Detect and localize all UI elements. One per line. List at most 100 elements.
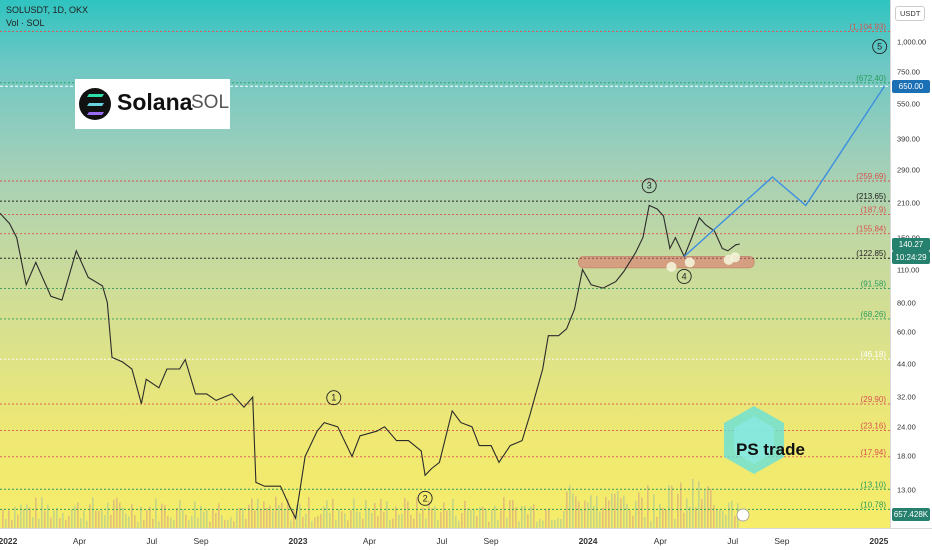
volume-bar <box>179 500 181 528</box>
volume-bar <box>623 495 625 528</box>
volume-bar <box>203 511 205 528</box>
level-label: (17.94) <box>861 448 887 457</box>
volume-bar <box>515 507 517 528</box>
volume-bar <box>95 510 97 528</box>
symbol-title: SOLUSDT, 1D, OKX <box>6 5 89 15</box>
volume-bar <box>695 507 697 528</box>
volume-bar <box>284 508 286 528</box>
wave-label-circle <box>676 268 692 284</box>
volume-bar <box>251 498 253 528</box>
volume-bar <box>719 509 721 528</box>
volume-bar <box>539 518 541 528</box>
volume-bar <box>119 502 121 528</box>
solana-icon <box>79 88 111 120</box>
volume-bar <box>215 513 217 528</box>
volume-bar <box>281 502 283 528</box>
volume-bar <box>542 520 544 528</box>
volume-bar <box>161 503 163 528</box>
volume-bar <box>89 504 91 528</box>
volume-bar <box>170 517 172 528</box>
volume-bar <box>491 510 493 528</box>
volume-bar <box>407 501 409 528</box>
volume-bar <box>332 498 334 528</box>
time-axis-tick: 2024 <box>578 536 598 546</box>
currency-badge[interactable]: USDT <box>895 6 926 21</box>
volume-bar <box>263 501 265 528</box>
volume-bar <box>710 488 712 528</box>
volume-bar <box>299 504 301 528</box>
volume-bar <box>305 513 307 528</box>
volume-bar <box>221 515 223 528</box>
wave-label-circle <box>417 490 433 506</box>
volume-bar <box>65 519 67 528</box>
volume-bar <box>614 493 616 528</box>
volume-bar <box>413 518 415 528</box>
volume-bar <box>59 518 61 528</box>
volume-bar <box>593 505 595 528</box>
level-label: (1,104.93) <box>850 23 887 32</box>
price-axis-tick: 1,000.00 <box>897 37 927 47</box>
level-label: (13.10) <box>861 480 887 489</box>
price-chart[interactable]: (1,104.93) (672.40) (259.69) (213.65) (187.9… <box>0 0 890 528</box>
solana-wordmark: Solana <box>117 89 193 115</box>
volume-bar <box>566 491 568 528</box>
volume-bar <box>23 509 25 528</box>
volume-bar <box>644 516 646 528</box>
volume-bar <box>383 512 385 528</box>
volume-bar <box>182 509 184 528</box>
volume-bar <box>41 497 43 528</box>
volume-bar <box>143 519 145 528</box>
volume-bar <box>248 504 250 528</box>
volume-bar <box>500 510 502 528</box>
volume-bar <box>314 517 316 528</box>
volume-bar <box>692 479 694 528</box>
volume-bar <box>86 520 88 528</box>
price-axis-tick: 13.00 <box>897 485 916 495</box>
volume-bar <box>671 485 673 528</box>
volume-bar <box>353 498 355 528</box>
volume-bar <box>488 521 490 528</box>
price-axis-tick: 210.00 <box>897 198 920 208</box>
volume-bar <box>416 496 418 528</box>
volume-bar <box>722 510 724 528</box>
volume-bar <box>428 500 430 528</box>
volume-bar <box>308 497 310 528</box>
volume-bar <box>35 497 37 528</box>
level-label: (122.85) <box>856 249 886 258</box>
volume-bar <box>725 514 727 528</box>
volume-bar <box>242 508 244 528</box>
volume-bar <box>167 516 169 528</box>
time-axis[interactable]: 2022 Apr Jul Sep 2023 Apr Jul Sep 2024 Apr Jul Sep 2… <box>0 528 932 550</box>
volume-bar <box>521 505 523 528</box>
volume-bar <box>140 506 142 528</box>
volume-bar <box>545 509 547 528</box>
volume-bar <box>92 497 94 528</box>
volume-bar <box>605 496 607 528</box>
volume-bar <box>122 507 124 528</box>
price-axis-tick: 290.00 <box>897 165 920 175</box>
wave-label: 1 <box>331 393 336 403</box>
volume-bar <box>368 508 370 528</box>
volume-bar <box>80 518 82 528</box>
volume-bar <box>476 515 478 528</box>
ps-trade-logo-text: PS trade <box>736 440 805 459</box>
volume-bar <box>287 499 289 528</box>
volume-bar <box>227 519 229 528</box>
level-label: (29.90) <box>861 395 887 404</box>
volume-bar <box>380 498 382 528</box>
volume-bar <box>329 513 331 528</box>
volume-bar <box>425 518 427 528</box>
volume-bar <box>536 521 538 528</box>
price-tag: 650.00 <box>892 79 930 93</box>
projection-path <box>683 85 885 258</box>
volume-bar <box>377 516 379 528</box>
wave-label: 5 <box>877 42 882 52</box>
volume-bar <box>29 507 31 528</box>
level-label: (46.18) <box>861 350 887 359</box>
volume-bar <box>20 504 22 528</box>
volume-bar <box>149 506 151 528</box>
volume-bar <box>467 507 469 528</box>
time-axis-tick: Sep <box>774 536 790 546</box>
volume-bar <box>503 497 505 528</box>
volume-bar <box>98 510 100 528</box>
